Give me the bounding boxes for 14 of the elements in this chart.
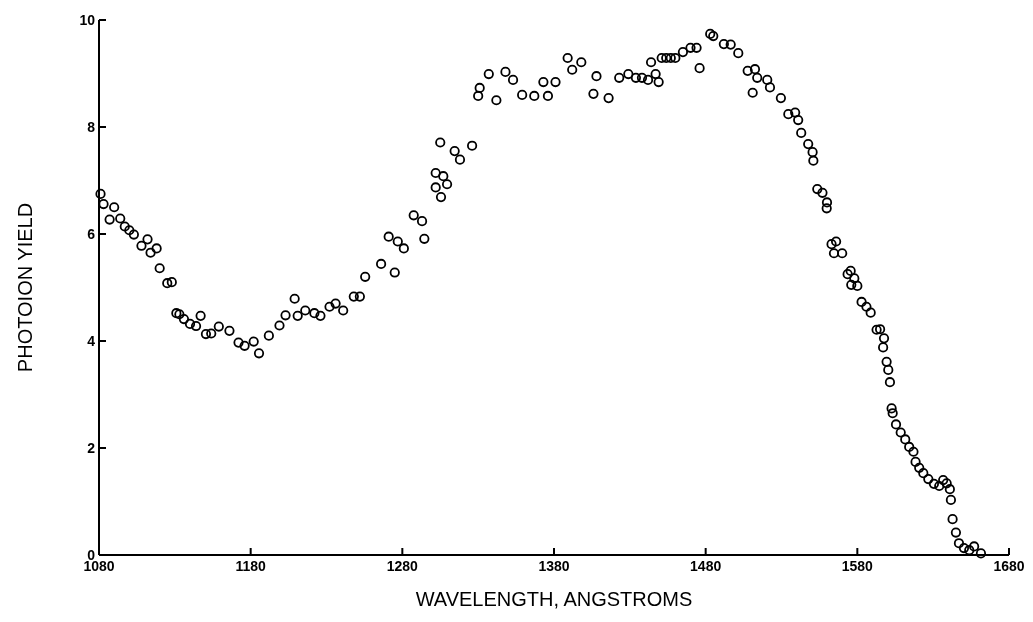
y-tick-label: 2 [87, 440, 96, 456]
y-tick-label: 8 [87, 119, 96, 135]
y-axis-title: PHOTOION YIELD [14, 202, 36, 373]
x-tick-label: 1280 [386, 558, 419, 574]
x-tick-label: 1380 [538, 558, 570, 574]
x-tick-label: 1580 [841, 558, 874, 574]
y-tick-label: 10 [79, 12, 96, 28]
x-tick-label: 1680 [993, 558, 1025, 574]
y-tick-label: 4 [87, 333, 96, 349]
x-tick-label: 1180 [235, 558, 267, 574]
y-tick-label: 6 [87, 226, 96, 242]
x-tick-label: 1480 [690, 558, 722, 574]
x-axis-title: WAVELENGTH, ANGSTROMS [415, 588, 693, 610]
y-tick-label: 0 [87, 547, 96, 563]
